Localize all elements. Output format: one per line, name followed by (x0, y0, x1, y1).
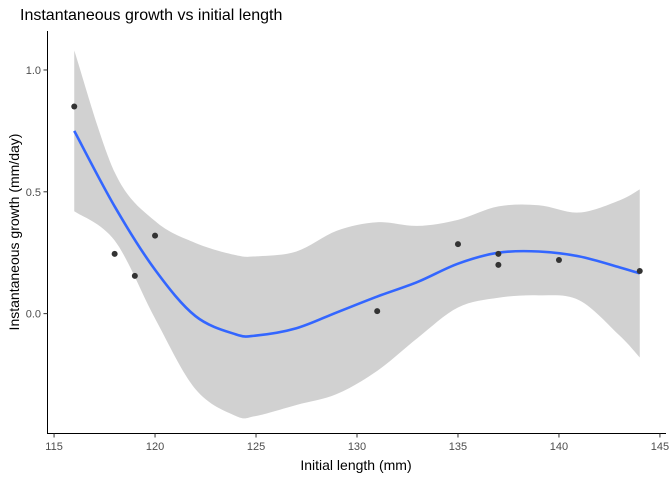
smooth-fit-line (73, 130, 641, 338)
y-axis-label: Instantaneous growth (mm/day) (6, 134, 22, 331)
confidence-band-layer (74, 50, 640, 419)
smooth-line-layer (73, 130, 641, 338)
y-tick-label: 0.0 (26, 309, 41, 321)
data-point-8 (495, 261, 502, 268)
x-tick-label: 120 (146, 441, 164, 453)
x-tick-label: 130 (348, 441, 366, 453)
data-point-4 (152, 232, 159, 239)
data-point-5 (374, 308, 381, 315)
y-tick-label: 0.5 (26, 187, 41, 199)
data-point-2 (111, 250, 118, 257)
data-point-9 (555, 257, 562, 264)
x-tick-label: 125 (247, 441, 265, 453)
x-axis-label: Initial length (mm) (300, 457, 411, 473)
data-point-7 (495, 250, 502, 257)
data-point-1 (71, 103, 78, 110)
x-tick-label: 135 (449, 441, 467, 453)
data-point-10 (636, 267, 643, 274)
confidence-band (74, 50, 640, 419)
data-points-layer (71, 103, 643, 315)
x-tick-label: 145 (651, 441, 669, 453)
data-point-6 (454, 241, 461, 248)
x-tick-label: 140 (550, 441, 568, 453)
x-tick-label: 115 (45, 441, 63, 453)
x-axis-ticks: 115 120 125 130 135 140 145 (45, 433, 669, 453)
data-point-3 (131, 272, 138, 279)
chart-title: Instantaneous growth vs initial length (20, 7, 282, 24)
y-tick-label: 1.0 (26, 65, 41, 77)
y-axis-ticks: 0.0 0.5 1.0 (26, 65, 48, 321)
